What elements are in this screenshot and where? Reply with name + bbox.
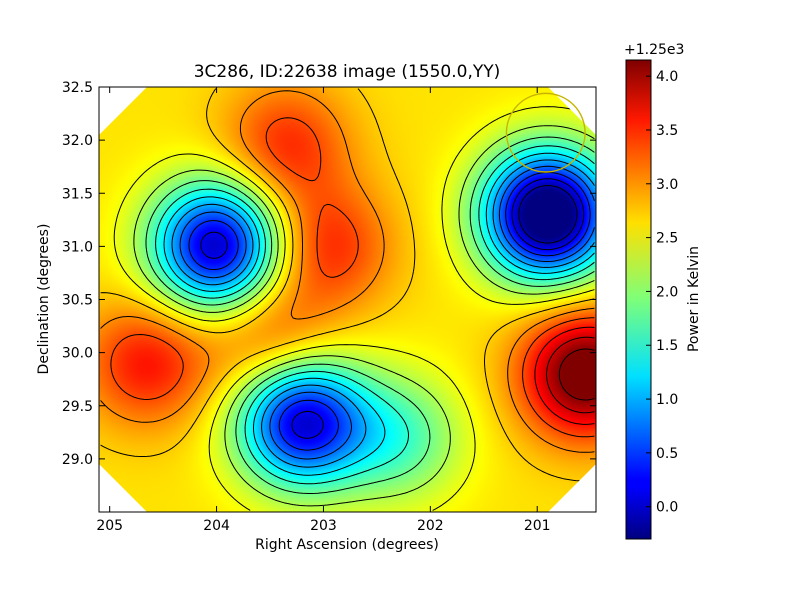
y-axis-label: Declination (degrees) [36,224,52,375]
y-tick-label: 30.0 [62,346,93,362]
heatmap-image [99,87,596,512]
colorbar-offset-text: +1.25e3 [624,42,684,58]
contour-line [558,348,595,401]
x-axis: 205 204 203 202 201 [96,87,551,534]
x-axis-label: Right Ascension (degrees) [255,537,439,553]
colorbar-tick-label: 0.5 [656,446,678,462]
colorbar-ticks: 0.0 0.5 1.0 1.5 2.0 2.5 3.0 3.5 4.0 [646,69,678,516]
contour-line [155,145,595,485]
colorbar-tick-label: 3.5 [656,123,678,139]
contour-line [163,152,595,476]
colorbar-tick-label: 4.0 [656,69,678,85]
colorbar: 0.0 0.5 1.0 1.5 2.0 2.5 3.0 3.5 4.0 +1.25e3 Powe… [624,42,702,540]
contour-line [133,125,595,507]
contour-line [100,90,595,453]
colorbar-tick-label: 1.5 [656,338,678,354]
contour-line [113,106,595,511]
contour-line [188,172,591,451]
colorbar-gradient [625,59,652,540]
y-tick-label: 32.0 [62,133,93,149]
x-tick-label: 204 [203,518,230,534]
contour-line [100,88,595,482]
y-tick-label: 29.5 [62,399,93,415]
colorbar-tick-label: 1.0 [656,392,678,408]
contour-lines [100,88,595,511]
colorbar-tick-label: 0.0 [656,500,678,516]
x-tick-label: 203 [310,518,337,534]
contour-line [200,178,585,439]
colorbar-tick-label: 2.5 [656,231,678,247]
contour-line [546,336,595,414]
y-axis: 29.0 29.5 30.0 30.5 31.0 31.5 32.0 32.5 [62,80,596,468]
colorbar-label: Power in Kelvin [686,246,702,352]
x-tick-label: 205 [96,518,123,534]
x-tick-label: 201 [524,518,551,534]
contour-line [110,117,595,438]
contour-line [171,159,595,468]
contour-line [534,326,595,425]
contour-line [145,136,595,494]
y-tick-label: 30.5 [62,293,93,309]
x-tick-label: 202 [417,518,444,534]
y-tick-label: 29.0 [62,452,93,468]
chart-title: 3C286, ID:22638 image (1550.0,YY) [194,62,501,82]
y-tick-label: 31.0 [62,239,93,255]
y-tick-label: 32.5 [62,80,93,96]
y-tick-label: 31.5 [62,186,93,202]
contour-line [518,185,578,244]
colorbar-tick-label: 2.0 [656,284,678,300]
plot-area [98,86,597,513]
beam-circle [505,92,586,173]
colorbar-tick-label: 3.0 [656,177,678,193]
